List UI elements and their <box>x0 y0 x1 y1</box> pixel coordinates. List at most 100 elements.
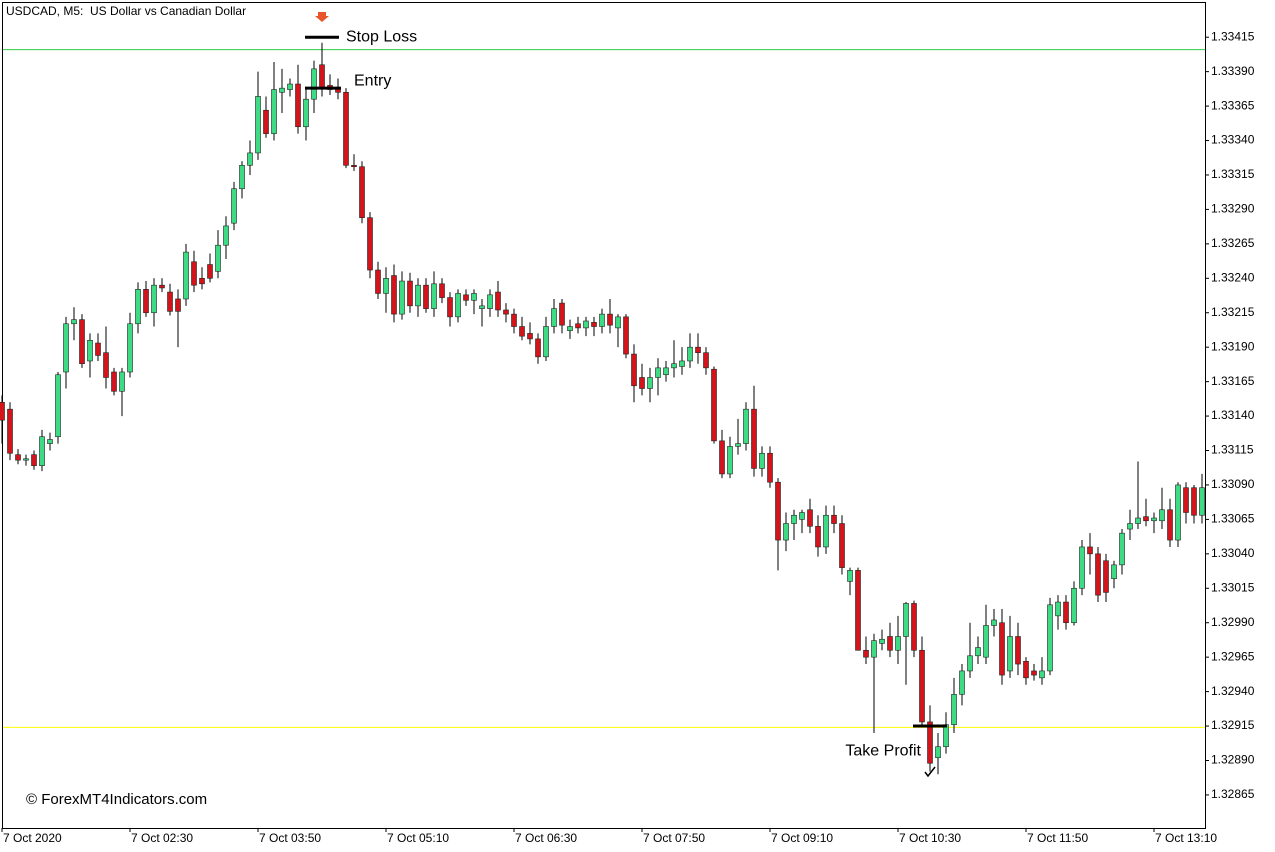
annotation-label: Take Profit <box>845 742 921 759</box>
sell-arrow <box>315 12 329 22</box>
candle-body <box>383 277 389 294</box>
candle-body <box>599 313 605 327</box>
candle-body <box>935 746 941 759</box>
candle-body <box>295 83 301 128</box>
candle-body <box>103 352 109 378</box>
candle-body <box>271 89 277 134</box>
plot-frame <box>2 2 1206 829</box>
candle-body <box>967 655 973 672</box>
candle-body <box>247 152 253 166</box>
candle-body <box>111 371 117 392</box>
candle-body <box>647 377 653 389</box>
candle-body <box>1023 660 1029 679</box>
candle-body <box>527 333 533 340</box>
y-tick-label: 1.32990 <box>1211 615 1255 629</box>
candle-body <box>151 284 157 314</box>
candle-body <box>471 293 477 301</box>
candle-body <box>735 443 741 447</box>
candle-body <box>1039 670 1045 679</box>
candle-body <box>767 452 773 483</box>
x-tick-label: 7 Oct 2020 <box>3 831 62 845</box>
x-tick-label: 7 Oct 02:30 <box>131 831 193 845</box>
x-tick-label: 7 Oct 09:10 <box>771 831 833 845</box>
y-tick-label: 1.33090 <box>1211 477 1255 491</box>
candle-body <box>255 96 261 154</box>
candle-body <box>423 284 429 309</box>
candle-body <box>1079 546 1085 589</box>
candle-body <box>991 619 997 626</box>
y-tick-label: 1.33315 <box>1211 167 1255 181</box>
candle-body <box>359 166 365 218</box>
candle-body <box>863 649 869 658</box>
watermark: © ForexMT4Indicators.com <box>26 791 207 808</box>
y-tick-label: 1.33265 <box>1211 236 1255 250</box>
candle-body <box>799 512 805 520</box>
x-tick-label: 7 Oct 03:50 <box>259 831 321 845</box>
candle-body <box>983 625 989 658</box>
candle-body <box>855 570 861 651</box>
candle-body <box>607 313 613 326</box>
candle-body <box>87 339 93 362</box>
y-tick-label: 1.33240 <box>1211 270 1255 284</box>
candle-body <box>687 346 693 362</box>
candle-body <box>975 647 981 657</box>
candle-body <box>639 377 645 389</box>
candle-body <box>759 452 765 469</box>
y-tick-label: 1.33040 <box>1211 546 1255 560</box>
y-tick-label: 1.33015 <box>1211 580 1255 594</box>
y-tick-label: 1.33115 <box>1211 443 1254 457</box>
x-tick-label: 7 Oct 13:10 <box>1155 831 1217 845</box>
candle-body <box>351 165 357 168</box>
candle-body <box>263 109 269 134</box>
candle-body <box>615 316 621 329</box>
candle-body <box>567 326 573 331</box>
candle-body <box>207 264 213 279</box>
candle-body <box>903 603 909 637</box>
candle-body <box>303 98 309 128</box>
candle-body <box>871 640 877 658</box>
candle-body <box>559 302 565 326</box>
candle-body <box>167 291 173 312</box>
candle-body <box>343 92 349 166</box>
y-tick-label: 1.33390 <box>1211 64 1255 78</box>
candle-body <box>31 454 37 466</box>
candle-body <box>1031 670 1037 676</box>
candle-body <box>15 454 21 461</box>
x-tick-label: 7 Oct 07:50 <box>643 831 705 845</box>
candle-body <box>1143 516 1149 522</box>
candle-body <box>511 313 517 327</box>
y-tick-label: 1.32940 <box>1211 684 1255 698</box>
candle-body <box>47 439 53 444</box>
candle-body <box>1167 509 1173 541</box>
candle-body <box>703 352 709 369</box>
candle-body <box>487 294 493 309</box>
candle-body <box>1159 509 1165 522</box>
candle-body <box>311 68 317 100</box>
candle-body <box>231 188 237 224</box>
chart-title: USDCAD, M5: US Dollar vs Canadian Dollar <box>6 4 246 18</box>
candle-body <box>447 297 453 318</box>
candle-body <box>815 525 821 548</box>
y-tick-label: 1.33215 <box>1211 305 1255 319</box>
candle-body <box>751 408 757 469</box>
candle-body <box>1071 587 1077 624</box>
candle-body <box>663 367 669 376</box>
candle-body <box>783 523 789 541</box>
candle-body <box>183 251 189 300</box>
candle-body <box>79 319 85 365</box>
candle-body <box>895 636 901 651</box>
annotation-label: Entry <box>354 72 391 89</box>
candle-body <box>71 319 77 325</box>
candle-body <box>719 440 725 475</box>
candle-body <box>55 374 61 438</box>
candle-body <box>543 326 549 358</box>
candle-body <box>367 217 373 271</box>
candle-body <box>839 523 845 568</box>
y-tick-label: 1.33190 <box>1211 339 1255 353</box>
candle-body <box>63 323 69 373</box>
y-tick-label: 1.33290 <box>1211 202 1255 216</box>
candle-body <box>959 670 965 695</box>
candle-body <box>1111 564 1117 579</box>
candle-body <box>1151 517 1157 522</box>
y-tick-label: 1.32965 <box>1211 649 1255 663</box>
